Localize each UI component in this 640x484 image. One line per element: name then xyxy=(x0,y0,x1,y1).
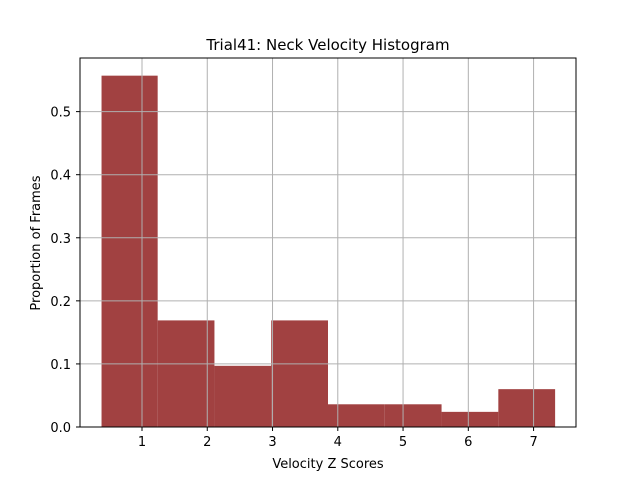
y-axis-title: Proportion of Frames xyxy=(29,175,44,310)
ticks-layer: 1 2 3 4 5 6 7 0.0 0.1 0.2 0.3 0.4 0.5 xyxy=(50,106,537,450)
y-tick-label-1: 0.0 xyxy=(50,421,71,436)
plot-frame xyxy=(79,57,577,428)
chart-title: Trial41: Neck Velocity Histogram xyxy=(205,36,449,54)
axes-layer xyxy=(79,57,577,428)
histogram-bar-8 xyxy=(498,389,556,427)
y-tick-label-3: 0.2 xyxy=(50,295,71,310)
x-axis-title: Velocity Z Scores xyxy=(272,457,384,472)
histogram-bar-7 xyxy=(441,411,499,427)
y-tick-label-6: 0.5 xyxy=(50,106,71,121)
histogram-bar-1 xyxy=(101,75,158,428)
x-tick-label-3: 3 xyxy=(268,435,276,450)
histogram-bar-3 xyxy=(214,365,272,427)
x-tick-label-7: 7 xyxy=(529,435,537,450)
histogram-bar-6 xyxy=(384,404,442,427)
y-tick-label-5: 0.4 xyxy=(50,169,71,184)
x-tick-label-6: 6 xyxy=(464,435,472,450)
x-tick-label-2: 2 xyxy=(203,435,211,450)
x-tick-label-5: 5 xyxy=(399,435,407,450)
histogram-bar-2 xyxy=(157,320,215,427)
histogram-bar-5 xyxy=(328,404,385,427)
bars-layer xyxy=(101,75,556,428)
x-tick-label-1: 1 xyxy=(138,435,146,450)
x-tick-label-4: 4 xyxy=(334,435,342,450)
y-tick-label-4: 0.3 xyxy=(50,232,71,247)
y-tick-label-2: 0.1 xyxy=(50,358,71,373)
histogram-bar-4 xyxy=(271,320,328,427)
